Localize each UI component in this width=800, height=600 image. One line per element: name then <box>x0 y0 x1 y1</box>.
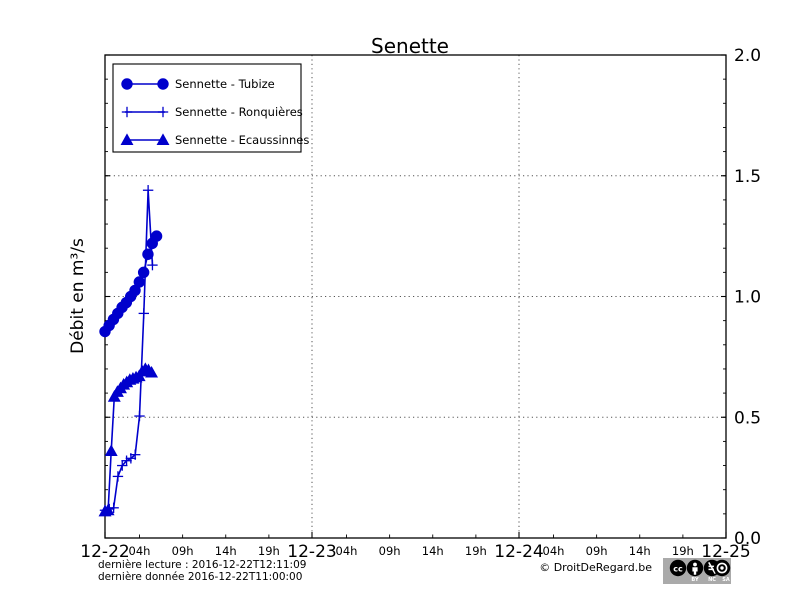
legend-item-2[interactable]: Sennette - Ronquières <box>121 105 303 119</box>
footer-last-data: dernière donnée 2016-12-22T11:00:00 <box>98 571 302 583</box>
x-tick-label-day: 12-24 <box>494 542 543 562</box>
data-point-plus <box>138 308 150 319</box>
x-tick-label-hour: 14h <box>215 544 237 558</box>
y-tick-label: 0.5 <box>734 408 761 428</box>
chart-legend[interactable]: Sennette - Tubize Sennette - Ronquières Se… <box>112 63 309 153</box>
by-label: BY <box>691 577 699 583</box>
y-tick-label: 0.0 <box>734 529 761 549</box>
cc-icon-label: cc <box>673 565 683 574</box>
data-point-plus <box>121 455 132 466</box>
data-point-circle <box>137 266 150 279</box>
data-point-triangle <box>145 365 159 378</box>
data-point-plus <box>147 259 158 271</box>
data-point-plus <box>134 410 145 422</box>
x-tick-label-hour: 04h <box>129 544 151 558</box>
data-point-triangle <box>120 133 134 145</box>
x-tick-label-day: 12-23 <box>287 542 336 562</box>
legend-label: Sennette - Ecaussinnes <box>175 133 309 147</box>
y-axis-tick-labels: 0.0 0.5 1.0 1.5 2.0 <box>734 46 761 549</box>
x-tick-label-hour: 14h <box>629 544 651 558</box>
y-tick-label: 1.5 <box>734 167 761 187</box>
x-tick-label-hour: 04h <box>336 544 358 558</box>
x-tick-label-hour: 19h <box>465 544 487 558</box>
data-point-triangle <box>104 444 118 457</box>
data-point-plus <box>112 471 124 482</box>
legend-label: Sennette - Ronquières <box>175 105 303 119</box>
data-point-circle <box>150 230 163 242</box>
x-tick-label-hour: 09h <box>379 544 401 558</box>
x-tick-label-hour: 14h <box>422 544 444 558</box>
data-point-triangle <box>156 133 170 145</box>
credit-text: © DroitDeRegard.be <box>539 561 652 574</box>
data-point-circle <box>157 78 169 90</box>
data-point-plus <box>121 106 133 118</box>
x-tick-label-hour: 04h <box>543 544 565 558</box>
x-axis-tick-labels: 12-22 12-23 12-24 12-25 04h 09h 14h 19h 04h 09h 14… <box>80 542 750 562</box>
x-tick-label-hour: 09h <box>172 544 194 558</box>
series-3 <box>98 362 159 517</box>
data-series-layer <box>98 185 163 517</box>
x-tick-label-day: 12-25 <box>701 542 750 562</box>
sa-label: SA <box>722 577 730 583</box>
x-tick-label-hour: 09h <box>586 544 608 558</box>
nc-label: NC <box>708 577 716 583</box>
y-axis-label: Débit en m³/s <box>68 238 88 354</box>
data-point-circle <box>133 276 146 288</box>
creative-commons-badge[interactable]: cc BY NC SA <box>663 558 731 584</box>
x-tick-label-hour: 19h <box>258 544 280 558</box>
data-point-plus <box>129 449 141 460</box>
legend-label: Sennette - Tubize <box>175 77 275 91</box>
sa-icon <box>713 559 731 577</box>
data-point-plus <box>142 185 154 196</box>
y-tick-label: 1.0 <box>734 288 761 308</box>
y-tick-label: 2.0 <box>734 46 761 66</box>
data-point-plus <box>157 106 169 118</box>
data-point-circle <box>121 78 133 90</box>
legend-item-1[interactable]: Sennette - Tubize <box>121 77 275 91</box>
plot-area-frame <box>104 54 727 539</box>
footer-last-reading: dernière lecture : 2016-12-22T12:11:09 <box>98 559 306 571</box>
x-tick-label-hour: 19h <box>672 544 694 558</box>
legend-item-3[interactable]: Sennette - Ecaussinnes <box>120 133 309 147</box>
data-point-plus <box>117 460 128 471</box>
by-icon <box>686 559 704 577</box>
data-point-triangle <box>101 503 115 516</box>
x-tick-label-day: 12-22 <box>80 542 129 562</box>
series-1 <box>99 230 163 338</box>
series-2 <box>99 185 158 516</box>
cc-icon: cc <box>669 559 687 577</box>
chart-title: Senette <box>371 34 449 58</box>
legend-frame <box>112 63 302 153</box>
